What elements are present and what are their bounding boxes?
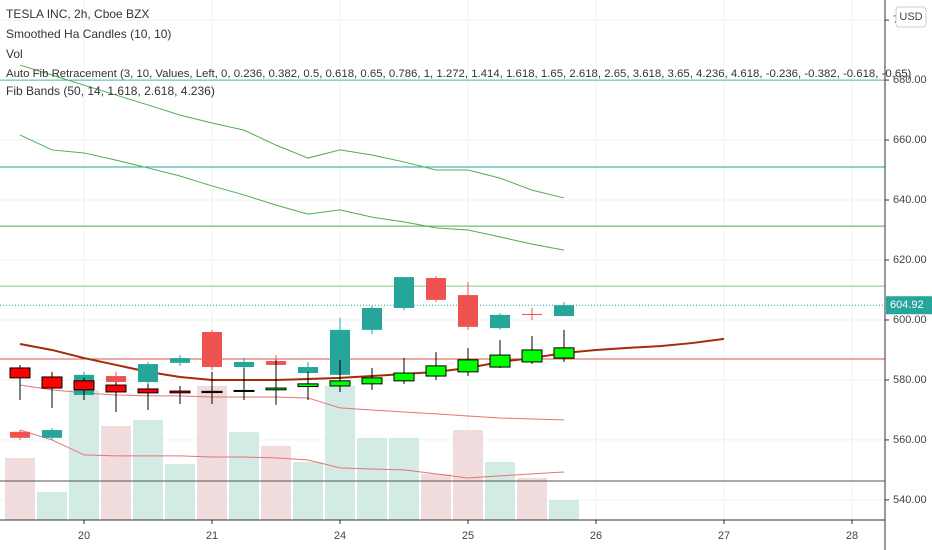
volume-bar	[101, 426, 131, 520]
last-price-box	[886, 296, 932, 315]
volume-bar	[5, 458, 35, 520]
x-tick-label: 24	[334, 530, 346, 542]
candle-body	[458, 295, 478, 327]
y-tick-label: 600.00	[893, 314, 927, 326]
candle-body	[138, 364, 158, 383]
ha-candle-body	[105, 384, 127, 393]
y-tick-label: 620.00	[893, 254, 927, 266]
candle-body	[202, 331, 222, 368]
ha-candle-body	[457, 359, 479, 373]
ha-candle-body	[393, 372, 415, 382]
fib-band-line	[19, 384, 565, 421]
ha-candle-body	[201, 390, 223, 394]
x-tick-label: 25	[462, 530, 474, 542]
fib-band-line	[19, 429, 565, 479]
indicator-legend: Smoothed Ha Candles (10, 10)	[6, 27, 171, 41]
candle-body	[234, 361, 254, 368]
ha-candle-body	[361, 377, 383, 385]
volume-bar	[229, 432, 259, 520]
x-tick-label: 26	[590, 530, 602, 542]
indicator-legend: Auto Fib Retracement (3, 10, Values, Lef…	[6, 68, 912, 80]
plot-area	[0, 0, 885, 520]
y-tick-label: 680.00	[893, 74, 927, 86]
x-tick-label: 20	[78, 530, 90, 542]
candle-body	[554, 305, 574, 317]
volume-bar	[453, 430, 483, 520]
volume-bar	[421, 474, 451, 520]
ha-candle-body	[553, 347, 575, 359]
candle-body	[426, 277, 446, 300]
chart-title: TESLA INC, 2h, Cboe BZX	[6, 7, 149, 21]
indicator-legend: Vol	[6, 47, 23, 61]
currency-button-label[interactable]: USD	[899, 11, 922, 23]
volume-bar	[357, 438, 387, 520]
ha-candle-body	[489, 354, 511, 368]
ha-candle-body	[73, 380, 95, 391]
candle-body	[106, 376, 126, 383]
currency-button[interactable]: USD	[895, 6, 927, 28]
ha-candle-body	[329, 380, 351, 387]
last-price-label: 604.92	[890, 299, 924, 311]
volume-bar	[261, 446, 291, 520]
candle-body	[394, 277, 414, 308]
ha-candle-body	[169, 390, 191, 394]
candle-body	[170, 358, 190, 363]
ha-candle-body	[41, 376, 63, 389]
volume-bar	[485, 462, 515, 520]
candle-body	[298, 367, 318, 374]
y-tick-label: 640.00	[893, 194, 927, 206]
ha-candle-body	[137, 388, 159, 394]
x-tick-label: 21	[206, 530, 218, 542]
volume-bar	[389, 438, 419, 520]
candle-body	[490, 314, 510, 329]
candle-body	[42, 430, 62, 438]
volume-bar	[133, 420, 163, 520]
y-tick-label: 540.00	[893, 494, 927, 506]
fib-band-line	[19, 64, 565, 199]
indicator-legend: Fib Bands (50, 14, 1.618, 2.618, 4.236)	[6, 84, 215, 98]
ha-candle-body	[9, 367, 31, 379]
ha-candle-body	[297, 383, 319, 388]
ha-candle-body	[233, 389, 255, 392]
candle-body	[522, 313, 542, 315]
candle-body	[330, 329, 350, 375]
ha-candle-body	[425, 365, 447, 377]
volume-bar	[165, 464, 195, 520]
ha-candle-body	[265, 387, 287, 391]
volume-bar	[197, 386, 227, 520]
y-tick-label: 580.00	[893, 374, 927, 386]
ha-candle-body	[521, 349, 543, 363]
fib-band-line	[19, 134, 565, 251]
candle-body	[362, 307, 382, 330]
y-tick-label: 660.00	[893, 134, 927, 146]
volume-bar	[325, 386, 355, 520]
y-tick-label: 560.00	[893, 434, 927, 446]
volume-bar	[517, 478, 547, 520]
x-tick-label: 27	[718, 530, 730, 542]
candle-body	[10, 431, 30, 438]
volume-bar	[37, 492, 67, 520]
x-tick-label: 28	[846, 530, 858, 542]
volume-bar	[293, 462, 323, 520]
currency-button-bg[interactable]	[895, 6, 927, 28]
volume-bar	[549, 500, 579, 520]
